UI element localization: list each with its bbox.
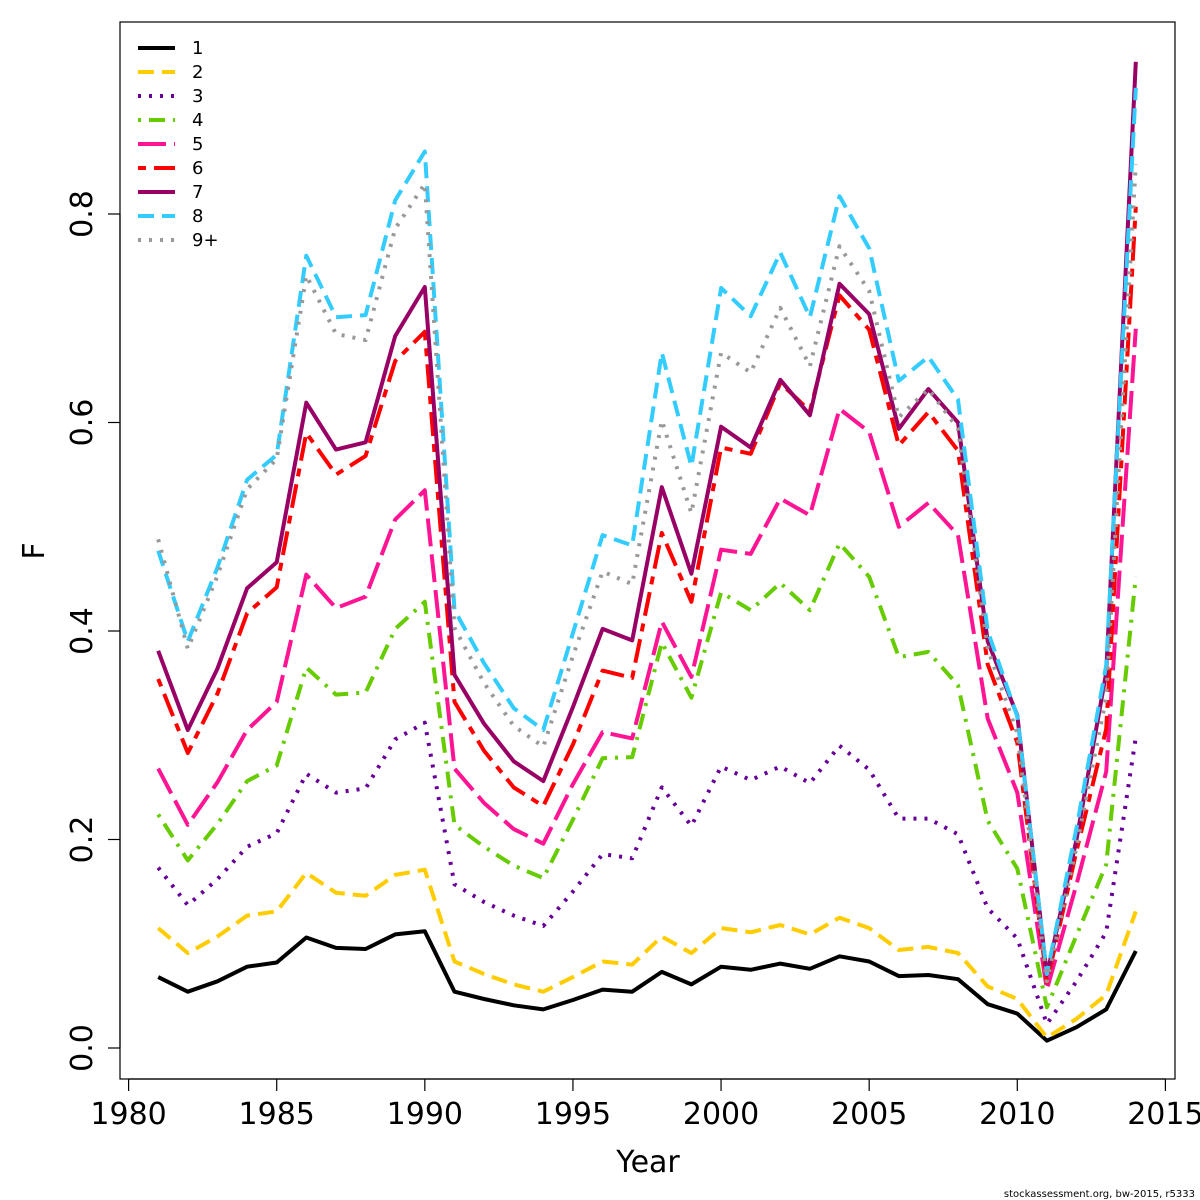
x-tick-label: 1980 [90, 1097, 166, 1132]
series-line-6 [156, 206, 1138, 985]
x-tick-label: 1985 [239, 1097, 315, 1132]
x-tick-label: 1995 [535, 1097, 611, 1132]
legend-label: 5 [192, 134, 203, 155]
x-tick-label: 1990 [387, 1097, 463, 1132]
x-tick-label: 2010 [979, 1097, 1055, 1132]
y-tick-label: 0.4 [65, 607, 100, 655]
legend-label: 4 [192, 110, 203, 131]
series-line-5 [156, 328, 1138, 992]
series-line-9+ [156, 163, 1138, 984]
y-tick-label: 0.6 [65, 399, 100, 447]
y-tick-label: 0.0 [65, 1024, 100, 1072]
legend-label: 9+ [192, 230, 219, 251]
legend-label: 7 [192, 182, 203, 203]
legend-label: 6 [192, 158, 203, 179]
legend-label: 1 [192, 38, 203, 59]
legend-label: 8 [192, 206, 203, 227]
series-line-7 [156, 61, 1138, 977]
x-axis: 1980 1985 1990 1995 2000 2005 2010 2015 [90, 1078, 1200, 1132]
x-axis-title: Year [615, 1145, 680, 1180]
y-axis-title: F [17, 542, 52, 559]
y-tick-label: 0.2 [65, 816, 100, 864]
y-axis: 0.0 0.2 0.4 0.6 0.8 [65, 190, 121, 1072]
credit-text: stockassessment.org, bw-2015, r5333 [1004, 1189, 1195, 1200]
legend: 1 2 3 4 5 6 7 8 9+ [138, 38, 219, 251]
x-tick-label: 2015 [1127, 1097, 1200, 1132]
legend-label: 3 [192, 86, 203, 107]
series-layer [156, 61, 1138, 1043]
series-line-2 [156, 867, 1138, 1040]
series-line-3 [156, 720, 1138, 1026]
x-tick-label: 2000 [683, 1097, 759, 1132]
x-tick-label: 2005 [831, 1097, 907, 1132]
series-line-1 [157, 929, 1138, 1043]
y-tick-label: 0.8 [65, 190, 100, 238]
legend-label: 2 [192, 62, 203, 83]
series-line-8 [156, 87, 1138, 976]
